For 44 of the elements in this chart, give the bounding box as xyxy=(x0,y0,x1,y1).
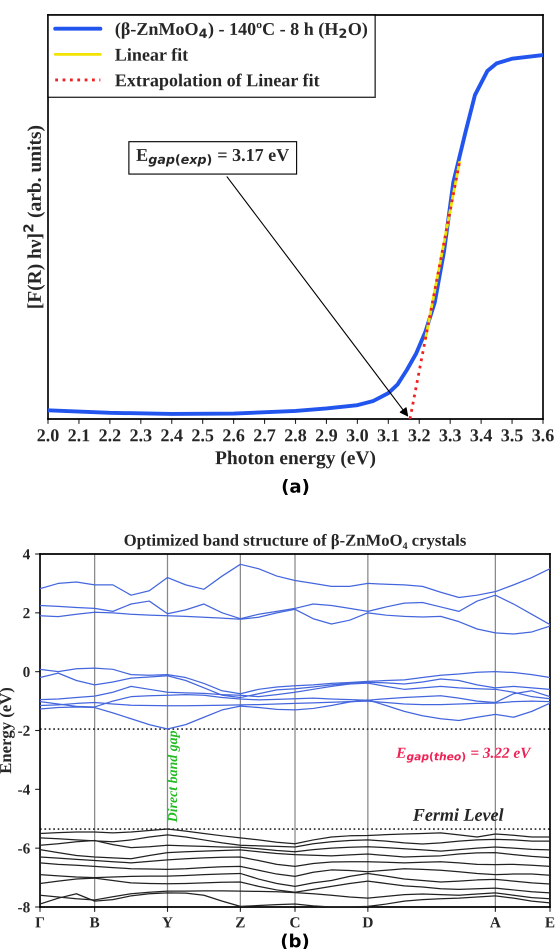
y-tick-label: 4 xyxy=(22,549,30,560)
x-tick-label: 3.4 xyxy=(470,429,492,442)
x-axis-title: Photon energy (eV) xyxy=(215,450,376,468)
x-tick-label: 3.5 xyxy=(501,429,523,442)
x-tick-label: 3.6 xyxy=(532,429,554,442)
x-tick-label: 2.1 xyxy=(68,429,90,442)
annotation: Direct band gap xyxy=(167,730,180,822)
legend-label: (β-ZnMoO$_{4}$) - 140ºC - 8 h (H$_{2}$O) xyxy=(116,22,368,39)
x-tick-label: 3.1 xyxy=(378,429,399,442)
y-axis-title: Energy (eV) xyxy=(0,688,15,774)
x-tick-label: 2.2 xyxy=(99,429,120,442)
x-tick-label: 2.8 xyxy=(284,429,306,442)
x-tick-label: Y xyxy=(162,917,173,928)
x-tick-label: E xyxy=(545,917,554,928)
x-tick-label: 2.3 xyxy=(130,429,152,442)
y-tick-label: 0 xyxy=(23,666,30,678)
y-axis-title: [F(R) hν]$^{2}$ (arb. units) xyxy=(23,126,45,308)
legend-label: Linear fit xyxy=(115,48,188,61)
text: (a) xyxy=(282,478,308,496)
x-tick-label: C xyxy=(290,917,300,928)
x-tick-label: Γ xyxy=(35,917,44,928)
x-tick-label: 2.4 xyxy=(161,429,183,442)
x-tick-label: 3.2 xyxy=(408,429,430,442)
x-tick-label: 3.3 xyxy=(440,429,461,442)
y-tick-label: -8 xyxy=(18,902,30,912)
x-tick-label: 2.5 xyxy=(192,429,214,442)
y-tick-label: 2 xyxy=(23,608,30,618)
ref-line-label: Fermi Level xyxy=(412,808,504,821)
x-tick-label: Z xyxy=(236,917,245,928)
x-tick-label: A xyxy=(490,917,501,928)
x-tick-label: B xyxy=(90,917,100,928)
x-tick-label: 2.0 xyxy=(37,429,59,442)
chart-title: Optimized band structure of β-ZnMoO₄ crystals xyxy=(124,534,466,550)
x-tick-label: 2.9 xyxy=(316,429,338,442)
annotation: E$_{gap(theo)}$ = 3.22 eV xyxy=(396,748,532,763)
annotation: E$_{gap(exp)}$ = 3.17 eV xyxy=(136,148,290,167)
x-tick-label: D xyxy=(362,917,373,928)
x-tick-label: 2.6 xyxy=(223,429,244,442)
legend-label: Extrapolation of Linear fit xyxy=(115,74,320,90)
x-tick-label: 2.7 xyxy=(254,429,276,442)
y-tick-label: -2 xyxy=(18,726,30,736)
y-tick-label: -4 xyxy=(18,784,30,795)
y-tick-label: -6 xyxy=(18,843,30,854)
x-tick-label: 3.0 xyxy=(346,429,368,442)
